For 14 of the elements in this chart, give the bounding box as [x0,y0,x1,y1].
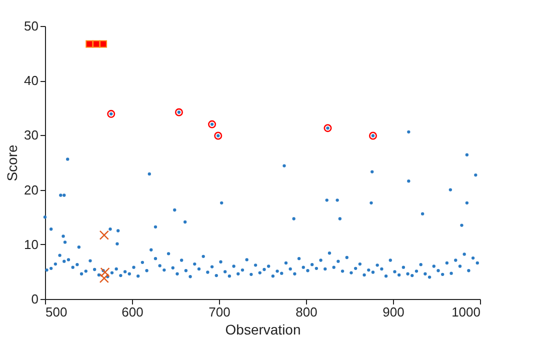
x-tick-label: 500 [46,304,68,320]
x-tick-label: 900 [382,304,404,320]
x-axis-title: Observation [225,322,301,337]
x-tick-label: 700 [208,304,230,320]
x-tick-label: 800 [296,304,318,320]
y-tick-label: 20 [24,182,38,198]
y-tick-label: 10 [24,236,38,252]
y-axis-title: Score [4,144,20,182]
y-tick-label: 50 [24,18,38,34]
y-tick-label: 0 [31,292,38,306]
y-tick-label: 30 [24,128,38,143]
x-tick-label: 600 [122,304,144,320]
y-tick-label: 40 [24,73,38,88]
x-tick-label: 1000 [452,304,480,320]
